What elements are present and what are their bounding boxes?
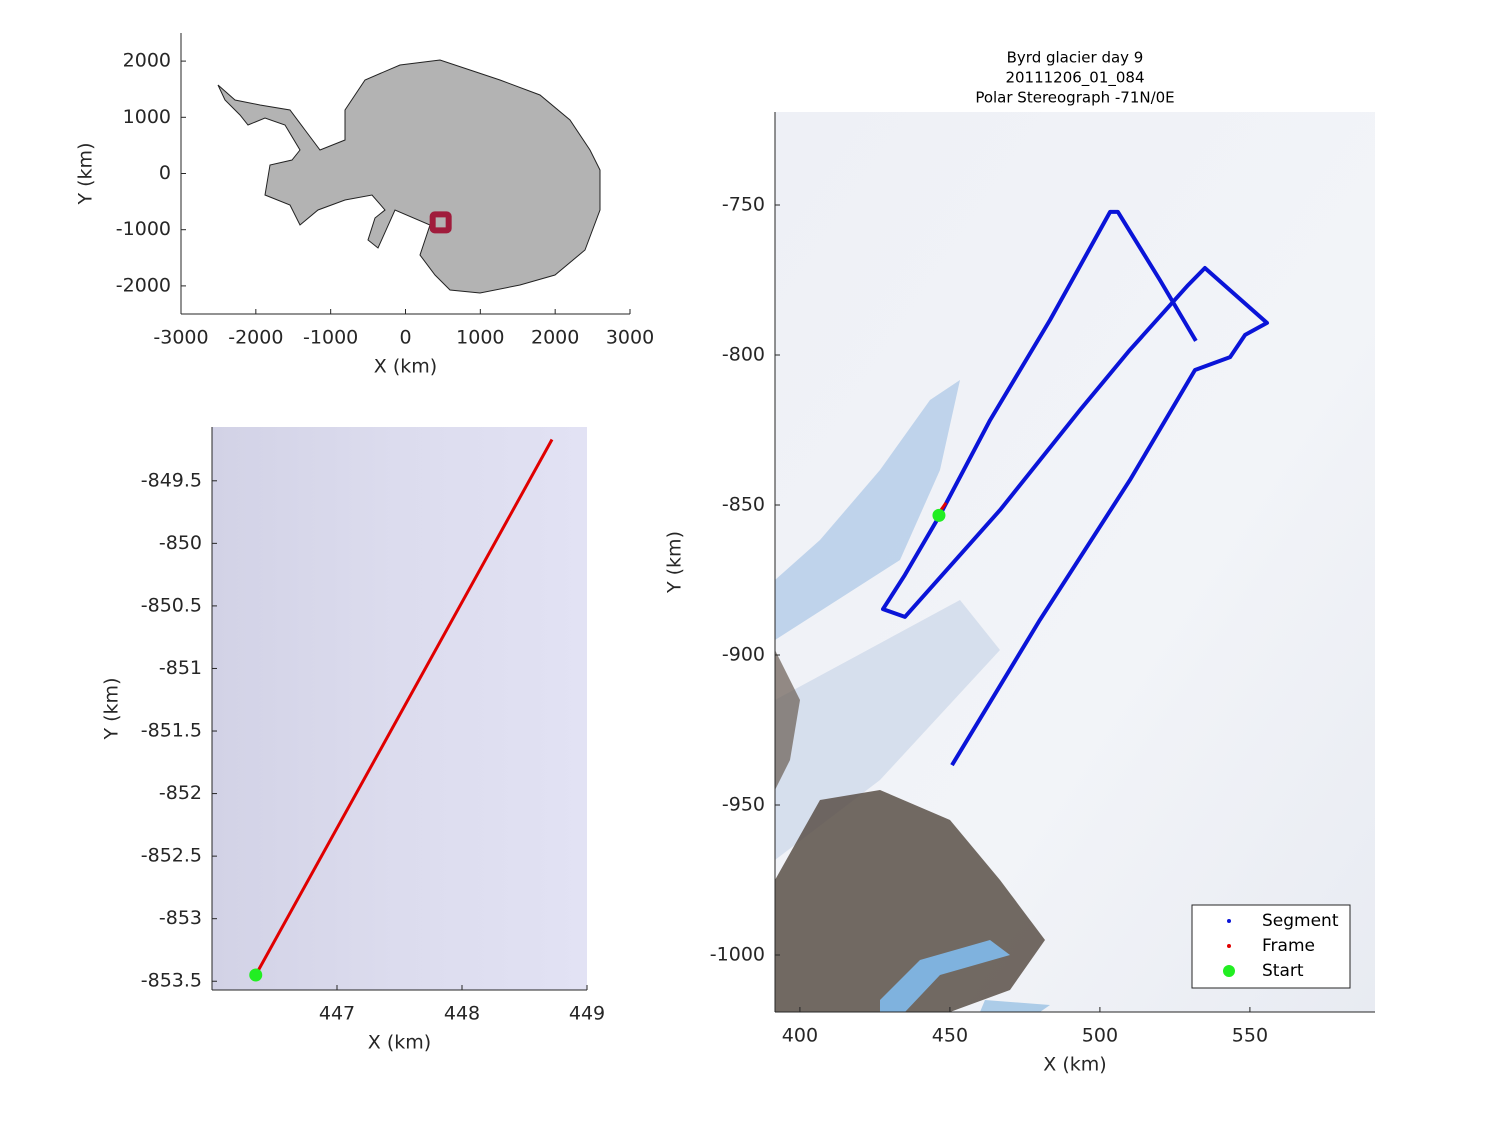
- glacier: [880, 940, 1010, 1012]
- x-tick-label: 400: [782, 1025, 818, 1047]
- x-tick-label: -2000: [228, 327, 283, 349]
- y-tick-label: -800: [722, 344, 765, 366]
- y-tick-label: -849.5: [141, 469, 202, 491]
- track-line: [881, 209, 1269, 767]
- legend-swatch: [1227, 919, 1231, 923]
- y-tick-label: 0: [159, 162, 171, 184]
- y-tick-label: -950: [722, 794, 765, 816]
- y-axis-label: Y (km): [101, 678, 123, 741]
- legend-box: [1191, 904, 1351, 989]
- chart-title: 20111206_01_084: [1005, 69, 1144, 88]
- legend-swatch: [1227, 944, 1231, 948]
- ice-flow: [775, 600, 1000, 860]
- y-tick-label: -851: [159, 657, 202, 679]
- y-tick-label: -850: [159, 532, 202, 554]
- y-tick-label: -750: [722, 194, 765, 216]
- continent: [217, 59, 601, 294]
- y-tick-label: -852: [159, 782, 202, 804]
- image-background: [212, 427, 587, 990]
- x-axis-label: X (km): [1043, 1054, 1106, 1076]
- x-axis-label: X (km): [374, 356, 437, 378]
- track-line: [254, 438, 554, 976]
- legend-swatch: [1223, 965, 1235, 977]
- ice-flow: [980, 1000, 1050, 1012]
- x-tick-label: 2000: [531, 327, 579, 349]
- chart-title: Byrd glacier day 9: [1007, 49, 1144, 67]
- y-tick-label: -853: [159, 907, 202, 929]
- start-marker: [932, 508, 946, 522]
- x-tick-label: -1000: [303, 327, 358, 349]
- x-tick-label: 449: [569, 1003, 605, 1025]
- x-tick-label: 450: [932, 1025, 968, 1047]
- y-tick-label: -850: [722, 494, 765, 516]
- chart-title: Polar Stereograph -71N/0E: [975, 89, 1174, 107]
- y-tick-label: -1000: [710, 944, 765, 966]
- legend-label: Start: [1262, 961, 1304, 981]
- mountains: [775, 650, 800, 790]
- x-tick-label: 448: [444, 1003, 480, 1025]
- y-tick-label: -2000: [116, 274, 171, 296]
- start-marker: [249, 968, 263, 982]
- y-tick-label: -850.5: [141, 594, 202, 616]
- x-tick-label: 550: [1232, 1025, 1268, 1047]
- x-axis-label: X (km): [368, 1032, 431, 1054]
- x-tick-label: 1000: [456, 327, 504, 349]
- y-tick-label: -1000: [116, 218, 171, 240]
- ice-flow: [775, 380, 960, 640]
- y-tick-label: -851.5: [141, 720, 202, 742]
- y-axis-label: Y (km): [664, 531, 686, 594]
- y-tick-label: -852.5: [141, 845, 202, 867]
- y-tick-label: 2000: [123, 50, 171, 72]
- x-tick-label: 447: [319, 1003, 355, 1025]
- y-tick-label: -853.5: [141, 970, 202, 992]
- x-tick-label: -3000: [153, 327, 208, 349]
- y-tick-label: 1000: [123, 106, 171, 128]
- region-marker: [429, 211, 452, 234]
- y-tick-label: -900: [722, 644, 765, 666]
- x-tick-label: 500: [1082, 1025, 1118, 1047]
- legend-label: Frame: [1262, 936, 1315, 956]
- y-axis-label: Y (km): [75, 143, 97, 206]
- x-tick-label: 0: [399, 327, 411, 349]
- legend-label: Segment: [1262, 911, 1339, 931]
- x-tick-label: 3000: [606, 327, 654, 349]
